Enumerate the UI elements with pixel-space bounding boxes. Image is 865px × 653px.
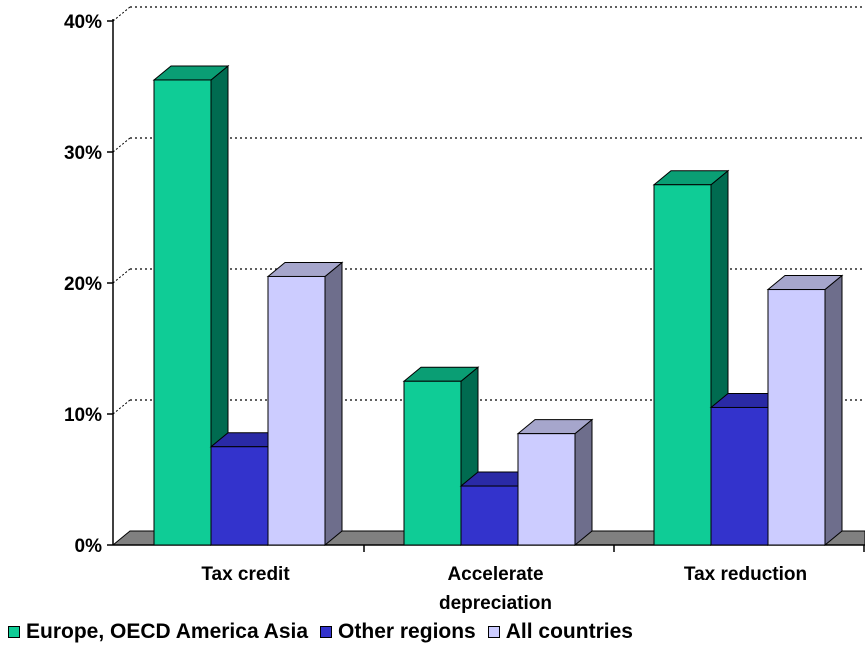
- bar-tax-credit-europe-oecd-america-asia: [152, 64, 230, 547]
- bar-front-face: [403, 380, 462, 546]
- x-label-tax-credit: Tax credit: [201, 564, 290, 585]
- bar-side-face: [574, 418, 593, 547]
- y-tick-label-0: 0%: [75, 536, 103, 557]
- bar-tax-reduction-all-countries: [766, 274, 844, 547]
- x-label-accelerate-depreciation: Accelerate depreciation: [439, 564, 552, 614]
- legend-label-all-countries: All countries: [505, 620, 633, 643]
- bar-front-face: [153, 79, 212, 546]
- bar-accelerate-depreciation-all-countries: [516, 418, 594, 547]
- bar-tax-reduction-europe-oecd-america-asia: [652, 169, 730, 547]
- x-axis-labels: Tax credit Accelerate depreciation Tax redu…: [201, 564, 807, 614]
- bar-front-face: [210, 446, 269, 546]
- legend-label-europe: Europe, OECD America Asia: [26, 620, 309, 643]
- legend-item-all-countries: All countries: [487, 620, 633, 644]
- y-tick-label-10: 10%: [64, 405, 102, 426]
- legend-label-other-regions: Other regions: [338, 620, 476, 643]
- bar-tax-credit-all-countries: [266, 261, 344, 547]
- bar-front-face: [517, 433, 576, 546]
- y-tick-label-30: 30%: [64, 143, 102, 164]
- legend-swatch-all-countries: [487, 626, 500, 638]
- bar-front-face: [653, 184, 712, 546]
- gridline-diag-30: [112, 137, 131, 153]
- legend-item-other-regions: Other regions: [320, 620, 476, 644]
- gridline-diag-10: [112, 399, 131, 415]
- legend-item-europe: Europe, OECD America Asia: [8, 620, 308, 644]
- bar-front-face: [460, 485, 519, 546]
- y-tick-label-20: 20%: [64, 274, 102, 295]
- x-label-tax-reduction: Tax reduction: [684, 564, 807, 585]
- bar-front-face: [767, 289, 826, 546]
- legend-swatch-other-regions: [320, 626, 333, 638]
- bar-side-face: [824, 274, 843, 547]
- bar-chart: 0% 10% 20% 30% 40% Tax credit Accelerate depre…: [64, 6, 865, 614]
- gridline-diag-20: [112, 268, 131, 284]
- bar-side-face: [324, 261, 343, 547]
- legend-swatch-europe: [8, 626, 20, 638]
- gridline-diag-40: [112, 6, 131, 22]
- bars: [152, 64, 844, 547]
- bar-accelerate-depreciation-europe-oecd-america-asia: [402, 366, 480, 547]
- y-tick-label-40: 40%: [64, 12, 102, 33]
- legend: Europe, OECD America Asia Other regions …: [8, 620, 645, 644]
- bar-front-face: [710, 406, 769, 546]
- bar-front-face: [267, 275, 326, 546]
